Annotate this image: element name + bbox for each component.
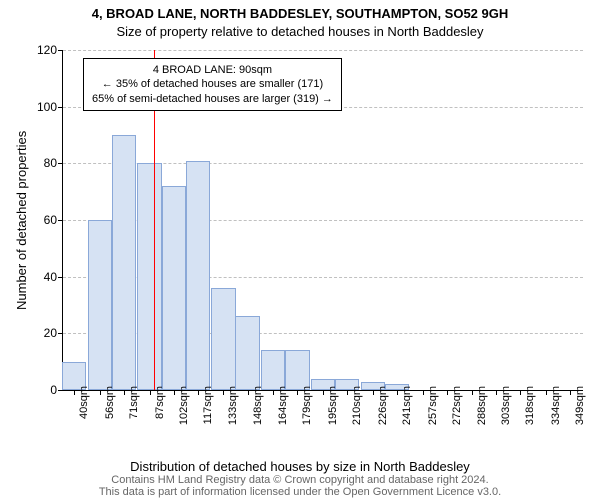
x-tick-label: 56sqm [104, 386, 116, 419]
x-tick-mark [248, 390, 249, 395]
x-tick-mark [174, 390, 175, 395]
x-tick-mark [100, 390, 101, 395]
x-tick-mark [570, 390, 571, 395]
histogram-bar [211, 288, 235, 390]
y-tick-mark [58, 107, 63, 108]
credit-line-1: Contains HM Land Registry data © Crown c… [111, 474, 488, 486]
y-tick-label: 120 [37, 43, 57, 57]
histogram-bar [112, 135, 136, 390]
x-tick-mark [373, 390, 374, 395]
chart-container: 4, BROAD LANE, NORTH BADDESLEY, SOUTHAMP… [0, 0, 600, 500]
histogram-bar [186, 161, 210, 391]
x-tick-label: 288sqm [476, 386, 488, 425]
y-tick-mark [58, 390, 63, 391]
x-tick-label: 303sqm [500, 386, 512, 425]
title-line-2: Size of property relative to detached ho… [0, 24, 600, 39]
x-tick-mark [124, 390, 125, 395]
x-tick-label: 87sqm [154, 386, 166, 419]
x-tick-mark [150, 390, 151, 395]
y-tick-label: 0 [50, 383, 57, 397]
y-tick-mark [58, 163, 63, 164]
x-tick-label: 179sqm [301, 386, 313, 425]
annotation-line: ← 35% of detached houses are smaller (17… [92, 77, 333, 91]
x-tick-mark [397, 390, 398, 395]
y-tick-mark [58, 333, 63, 334]
annotation-line: 65% of semi-detached houses are larger (… [92, 92, 333, 106]
x-tick-mark [198, 390, 199, 395]
credit-text: Contains HM Land Registry data © Crown c… [0, 474, 600, 498]
x-tick-label: 117sqm [202, 386, 214, 424]
x-tick-mark [323, 390, 324, 395]
x-tick-mark [223, 390, 224, 395]
histogram-bar [137, 163, 161, 390]
x-tick-label: 226sqm [377, 386, 389, 425]
y-tick-label: 40 [44, 270, 57, 284]
x-tick-label: 210sqm [351, 386, 363, 425]
x-tick-mark [74, 390, 75, 395]
x-tick-mark [297, 390, 298, 395]
x-tick-label: 195sqm [327, 386, 339, 425]
x-tick-mark [447, 390, 448, 395]
x-tick-label: 241sqm [401, 386, 413, 425]
y-axis-label: Number of detached properties [14, 130, 29, 309]
y-tick-label: 60 [44, 213, 57, 227]
x-tick-label: 133sqm [227, 386, 239, 425]
x-tick-mark [546, 390, 547, 395]
x-tick-label: 272sqm [451, 386, 463, 425]
x-tick-mark [347, 390, 348, 395]
credit-line-2: This data is part of information license… [99, 486, 501, 498]
y-tick-label: 100 [37, 100, 57, 114]
y-tick-label: 20 [44, 326, 57, 340]
x-tick-mark [520, 390, 521, 395]
x-tick-label: 334sqm [550, 386, 562, 425]
x-tick-mark [423, 390, 424, 395]
y-tick-mark [58, 50, 63, 51]
histogram-bar [235, 316, 259, 390]
x-tick-label: 318sqm [524, 386, 536, 425]
y-tick-mark [58, 277, 63, 278]
title-line-1: 4, BROAD LANE, NORTH BADDESLEY, SOUTHAMP… [0, 6, 600, 21]
plot-area: 02040608010012040sqm56sqm71sqm87sqm102sq… [62, 50, 583, 391]
x-tick-label: 349sqm [574, 386, 586, 425]
histogram-bar [261, 350, 285, 390]
x-axis-label: Distribution of detached houses by size … [0, 459, 600, 474]
gridline [63, 50, 583, 51]
x-tick-label: 148sqm [252, 386, 264, 425]
histogram-bar [162, 186, 186, 390]
y-tick-mark [58, 220, 63, 221]
x-tick-label: 257sqm [427, 386, 439, 425]
x-tick-label: 102sqm [178, 386, 190, 425]
x-tick-label: 71sqm [128, 386, 140, 419]
x-tick-mark [273, 390, 274, 395]
histogram-bar [88, 220, 112, 390]
y-tick-label: 80 [44, 156, 57, 170]
histogram-bar [285, 350, 309, 390]
x-tick-label: 164sqm [277, 386, 289, 425]
annotation-line: 4 BROAD LANE: 90sqm [92, 63, 333, 77]
x-tick-label: 40sqm [78, 386, 90, 419]
annotation-box: 4 BROAD LANE: 90sqm← 35% of detached hou… [83, 58, 342, 111]
x-tick-mark [472, 390, 473, 395]
x-tick-mark [496, 390, 497, 395]
